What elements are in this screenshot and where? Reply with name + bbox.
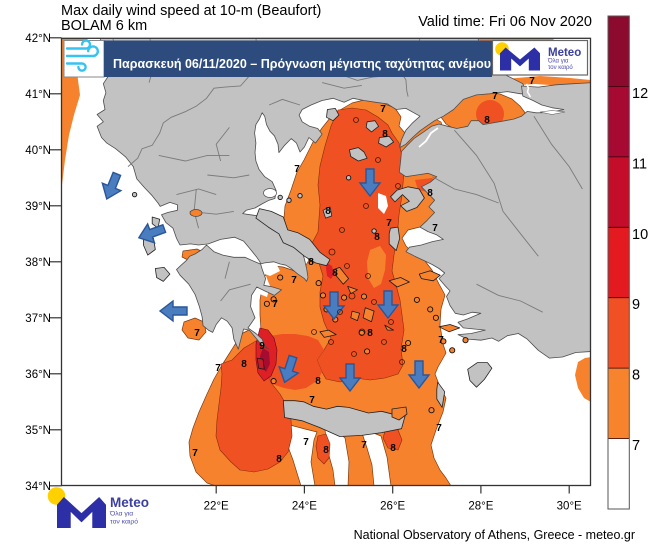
svg-text:7: 7 [194,328,200,339]
svg-text:7: 7 [294,164,300,175]
svg-text:8: 8 [427,188,433,199]
svg-text:7: 7 [432,223,438,234]
svg-text:8: 8 [367,328,373,339]
svg-text:BOLAM 6 km: BOLAM 6 km [61,18,147,34]
svg-text:7: 7 [632,438,640,454]
svg-text:12: 12 [632,86,648,102]
svg-text:7: 7 [361,440,367,451]
svg-text:8: 8 [484,115,490,126]
svg-text:7: 7 [192,448,198,459]
svg-text:8: 8 [276,454,282,465]
svg-text:7: 7 [291,275,297,286]
svg-text:Max daily wind speed at 10-m (: Max daily wind speed at 10-m (Beaufort) [61,3,321,19]
svg-text:8: 8 [632,368,640,384]
svg-text:26°E: 26°E [380,501,405,513]
svg-text:Όλα για: Όλα για [547,59,569,65]
svg-text:8: 8 [241,359,247,370]
svg-text:Meteo: Meteo [110,495,149,510]
svg-text:30°E: 30°E [557,501,582,513]
svg-text:7: 7 [492,91,498,102]
svg-text:7: 7 [303,437,309,448]
svg-text:11: 11 [632,156,647,172]
svg-text:7: 7 [438,335,444,346]
svg-text:8: 8 [382,129,388,140]
svg-text:22°E: 22°E [204,501,229,513]
svg-text:8: 8 [390,443,396,454]
svg-text:7: 7 [529,76,535,87]
svg-text:τον καιρό: τον καιρό [548,64,573,71]
svg-text:Όλα για: Όλα για [109,511,133,518]
svg-text:8: 8 [325,206,331,217]
svg-text:7: 7 [272,299,278,310]
svg-text:8: 8 [315,376,321,387]
svg-text:Παρασκευή 06/11/2020 – Πρόγνωσ: Παρασκευή 06/11/2020 – Πρόγνωση μέγιστης… [113,57,491,71]
svg-text:τον καιρό: τον καιρό [110,518,138,526]
svg-text:9: 9 [259,341,265,352]
svg-text:24°E: 24°E [292,501,317,513]
svg-text:34°N: 34°N [25,481,51,493]
svg-text:40°N: 40°N [25,145,51,157]
svg-text:Valid time: Fri 06 Nov 2020: Valid time: Fri 06 Nov 2020 [418,14,592,30]
svg-text:39°N: 39°N [25,201,51,213]
svg-text:38°N: 38°N [25,257,51,269]
svg-text:8: 8 [323,445,329,456]
svg-text:8: 8 [308,257,314,268]
svg-text:8: 8 [332,268,338,279]
svg-text:35°N: 35°N [25,425,51,437]
svg-text:7: 7 [215,363,221,374]
svg-text:8: 8 [401,344,407,355]
svg-text:8: 8 [374,232,380,243]
svg-text:Meteo: Meteo [548,47,581,59]
svg-text:37°N: 37°N [25,313,51,325]
svg-text:7: 7 [309,395,315,406]
svg-text:National Observatory of Athens: National Observatory of Athens, Greece -… [354,528,635,542]
svg-text:10: 10 [632,227,648,243]
svg-text:42°N: 42°N [25,33,51,45]
svg-text:7: 7 [386,218,392,229]
svg-text:28°E: 28°E [468,501,493,513]
svg-text:7: 7 [380,104,386,115]
svg-text:9: 9 [632,297,640,313]
svg-text:41°N: 41°N [25,89,51,101]
svg-text:36°N: 36°N [25,369,51,381]
svg-text:7: 7 [436,423,442,434]
